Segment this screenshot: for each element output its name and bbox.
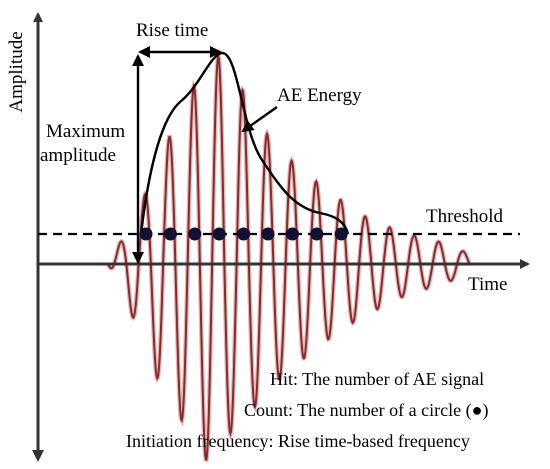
threshold-label: Threshold	[426, 206, 504, 227]
hit-definition: Hit: The number of AE signal	[270, 369, 484, 389]
count-definition: Count: The number of a circle (●)	[244, 400, 488, 421]
count-dot	[237, 227, 251, 241]
count-dot	[188, 227, 202, 241]
ae-energy-label: AE Energy	[277, 85, 362, 106]
initiation-frequency-definition: Initiation frequency: Rise time-based fr…	[126, 431, 470, 451]
rise-time-label: Rise time	[136, 20, 208, 41]
count-dot	[163, 227, 177, 241]
maximum-amplitude-label-line2: amplitude	[40, 145, 116, 166]
amplitude-axis-label: Amplitude	[6, 31, 27, 112]
count-dot	[139, 227, 153, 241]
count-dot	[285, 227, 299, 241]
count-dot	[212, 227, 226, 241]
maximum-amplitude-label-line1: Maximum	[46, 121, 125, 142]
time-axis-label: Time	[468, 274, 507, 295]
count-dot	[310, 227, 324, 241]
ae-waveform-trace	[107, 52, 471, 461]
count-dot	[334, 227, 348, 241]
amplitude-axis-bottom-arrow-icon	[32, 450, 44, 462]
count-dots	[139, 227, 348, 241]
ae-energy-envelope	[139, 51, 350, 235]
ae-waveform	[105, 47, 472, 463]
ae-energy-pointer	[241, 106, 278, 133]
count-dot	[261, 227, 275, 241]
